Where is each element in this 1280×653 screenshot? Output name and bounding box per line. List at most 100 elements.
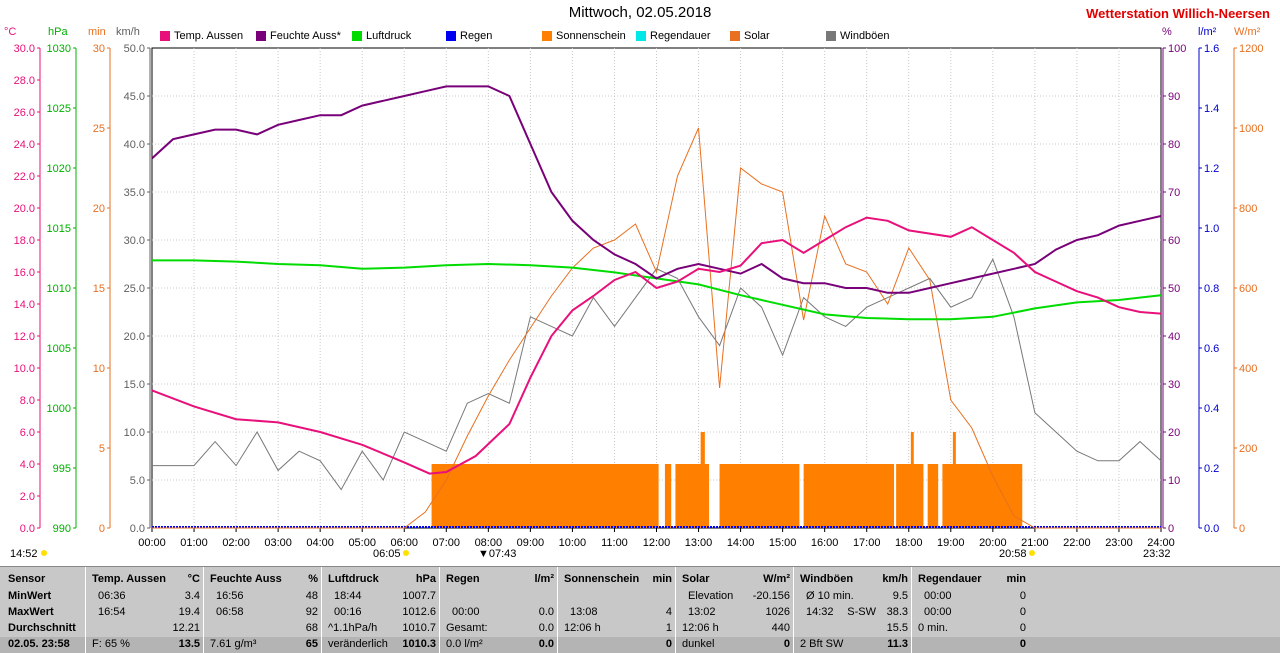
x-tick-label: 22:00 [1063,537,1091,549]
avg-label: ^1.1hPa/h [328,622,378,634]
row-label-sensor: Sensor [8,573,46,585]
min-time: 18:44 [334,590,362,602]
pressure-axis-tick-label: 990 [53,523,71,535]
column-separator [439,567,440,653]
humidity-axis-tick-label: 100 [1168,43,1186,55]
legend-item-rain-duration[interactable]: Regendauer [636,30,711,42]
legend-swatch [446,31,456,41]
rain-axis-tick-label: 0.6 [1204,343,1219,355]
max-value: 1012.6 [402,606,436,618]
column-header: Temp. Aussen [92,573,166,585]
table-column: Sonnenschein min 13:08 4 12:06 h 1 0 [560,567,676,653]
humidity-axis-tick-label: 60 [1168,235,1180,247]
series-line-temp-aussen [151,216,1162,475]
avg-value: 1010.7 [402,622,436,634]
column-separator [675,567,676,653]
solar-axis-tick-label: 800 [1239,203,1257,215]
legend-item-solar[interactable]: Solar [730,30,770,42]
temp-axis-tick-label: 26.0 [14,107,35,119]
sunset-sun-icon [1029,550,1035,556]
legend-item-sunshine[interactable]: Sonnenschein [542,30,626,42]
avg-value: 0 [1019,622,1026,634]
wind-axis-tick-label: 30.0 [124,235,145,247]
x-tick-label: 13:00 [685,537,713,549]
solar-axis-tick-label: 1200 [1239,43,1263,55]
temp-axis-tick-label: 24.0 [14,139,35,151]
max-direction: S-SW [847,606,876,618]
humidity-axis-tick-label: 90 [1168,91,1180,103]
min-value: 9.5 [892,590,908,602]
row-label-avg: Durchschnitt [8,622,76,634]
legend-item-humidity[interactable]: Feuchte Auss* [256,30,341,42]
avg-value: 15.5 [886,622,908,634]
marker-sunset: 20:58 [999,548,1027,560]
legend-item-gusts[interactable]: Windböen [826,30,890,42]
column-header: Luftdruck [328,573,379,585]
legend-item-temp[interactable]: Temp. Aussen [160,30,243,42]
temp-axis-tick-label: 6.0 [20,427,35,439]
marker-end-time: 23:32 [1143,548,1171,560]
x-tick-label: 11:00 [601,537,628,549]
x-tick-label: 00:00 [138,537,166,549]
column-unit: °C [187,573,200,585]
column-header: Sonnenschein [564,573,640,585]
legend-swatch [352,31,362,41]
legend-swatch [542,31,552,41]
weather-chart: 0.0 2.0 4.0 6.0 8.0 10.0 12.0 14.0 16.0 18.0 20.0 2… [10,43,1263,560]
humidity-axis-tick-label: 30 [1168,379,1180,391]
series-line-solar [152,127,1161,529]
humidity-axis-tick-label: 10 [1168,475,1180,487]
avg-value: 0.0 [538,622,554,634]
current-value: 65 [305,638,318,650]
temp-axis-tick-label: 2.0 [20,491,35,503]
current-value: 0 [665,638,672,650]
table-column: Regen l/m² 00:00 0.0 Gesamt: 0.0 0.0 l/m² 0.0 [442,567,558,653]
pressure-axis-tick-label: 1015 [47,223,71,235]
wind-axis-tick-label: 50.0 [124,43,145,55]
current-label: 0.0 l/m² [446,638,483,650]
pressure-axis-tick-label: 1025 [47,103,71,115]
summary-table: Sensor MinWert MaxWert Durchschnitt 02.0… [0,566,1280,653]
column-unit: l/m² [534,573,554,585]
avg-value: 68 [305,622,318,634]
max-time: 16:54 [98,606,126,618]
unit-wind: km/h [116,26,140,38]
x-tick-label: 20:00 [979,537,1007,549]
x-tick-label: 24:00 [1147,537,1175,549]
max-value: 19.4 [178,606,200,618]
x-tick-label: 23:00 [1105,537,1133,549]
rain-axis-tick-label: 0.0 [1204,523,1219,535]
sunrise-sun-icon [403,550,409,556]
left-sun-icon [41,550,47,556]
sunshine-axis-tick-label: 5 [99,443,105,455]
unit-pressure: hPa [48,26,68,38]
temp-axis-tick-label: 20.0 [14,203,35,215]
min-time: 00:00 [924,590,952,602]
table-column: Windböen km/h Ø 10 min. 9.5 14:32 S-SW 38.3 15.… [796,567,912,653]
legend-swatch [256,31,266,41]
sunshine-axis-tick-label: 20 [93,203,105,215]
temp-axis-tick-label: 28.0 [14,75,35,87]
unit-temp: °C [4,26,17,38]
current-label: 2 Bft SW [800,638,844,650]
column-separator [557,567,558,653]
row-label-current: 02.05. 23:58 [8,638,70,650]
marker-left-time: 14:52 [10,548,38,560]
x-tick-label: 06:00 [390,537,418,549]
pressure-axis-tick-label: 1020 [47,163,71,175]
column-unit: W/m² [763,573,790,585]
unit-solar: W/m² [1234,26,1261,38]
current-label: F: 65 % [92,638,130,650]
legend-item-rain[interactable]: Regen [446,30,492,42]
table-column: Regendauer min 00:00 0 00:00 0 0 min. 0 0 [914,567,1030,653]
max-time: 06:58 [216,606,244,618]
wind-axis-tick-label: 40.0 [124,139,145,151]
column-header: Feuchte Auss [210,573,282,585]
rain-axis-tick-label: 1.6 [1204,43,1219,55]
current-value: 11.3 [887,638,908,650]
wind-axis-tick-label: 15.0 [124,379,145,391]
legend-item-pressure[interactable]: Luftdruck [352,30,411,42]
x-tick-label: 16:00 [811,537,839,549]
wind-axis-tick-label: 25.0 [124,283,145,295]
x-tick-label: 02:00 [222,537,250,549]
